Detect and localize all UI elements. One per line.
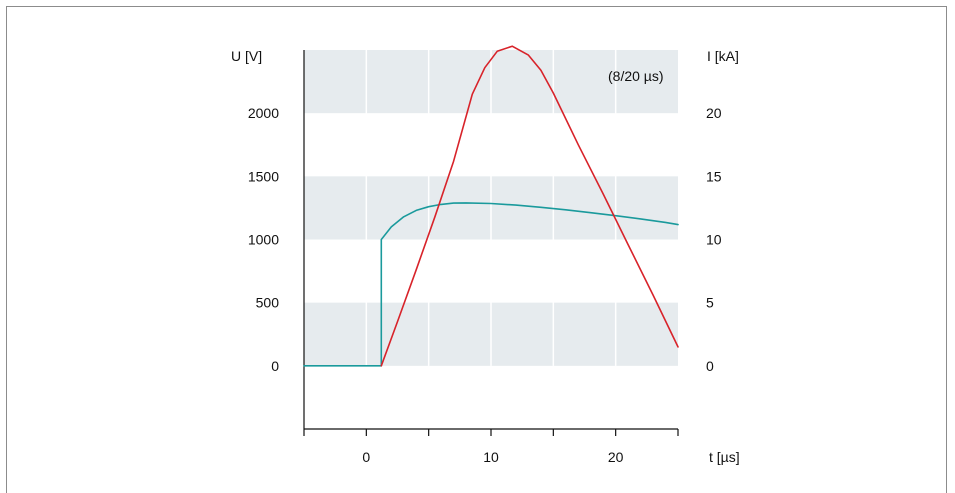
- x-tick-label-20: 20: [608, 449, 624, 465]
- current-line: [380, 45, 679, 367]
- x-axis-label: t [µs]: [709, 449, 740, 465]
- left-y-tick-labels: 0 500 1000 1500 2000: [248, 105, 279, 374]
- chart-frame: [6, 6, 947, 493]
- pulse-annotation: (8/20 µs): [608, 68, 664, 84]
- right-y-tick-labels: 0 5 10 15 20: [706, 105, 722, 374]
- right-y-tick-label-20: 20: [706, 105, 722, 121]
- left-y-tick-label-1000: 1000: [248, 232, 279, 248]
- left-y-tick-label-0: 0: [271, 358, 279, 374]
- left-y-tick-label-1500: 1500: [248, 168, 279, 184]
- left-y-tick-label-2000: 2000: [248, 105, 279, 121]
- right-y-tick-label-0: 0: [706, 358, 714, 374]
- left-y-axis-label: U [V]: [231, 48, 262, 64]
- series-lines: [303, 45, 679, 367]
- left-y-tick-label-500: 500: [256, 295, 280, 311]
- x-tick-labels: 0 10 20: [362, 449, 623, 465]
- x-tick-label-10: 10: [483, 449, 499, 465]
- right-y-axis-label: I [kA]: [707, 48, 739, 64]
- x-tick-marks: [303, 429, 679, 436]
- voltage-line: [303, 202, 679, 367]
- right-y-tick-label-15: 15: [706, 168, 722, 184]
- x-tick-label-0: 0: [362, 449, 370, 465]
- right-y-tick-label-10: 10: [706, 232, 722, 248]
- right-y-tick-label-5: 5: [706, 295, 714, 311]
